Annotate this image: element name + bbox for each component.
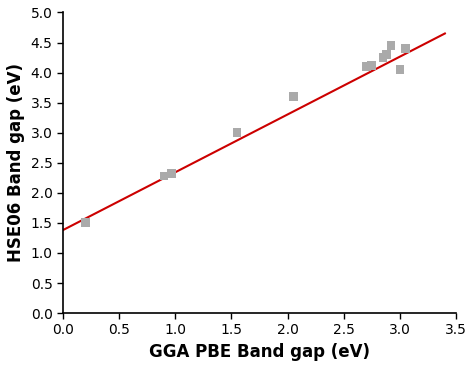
Point [168, 171, 176, 177]
Point [379, 54, 387, 60]
Point [233, 130, 241, 136]
Point [82, 220, 89, 226]
Point [383, 52, 390, 57]
Point [396, 67, 404, 72]
Point [402, 46, 410, 52]
Point [363, 64, 370, 70]
X-axis label: GGA PBE Band gap (eV): GGA PBE Band gap (eV) [149, 343, 370, 361]
Point [160, 173, 168, 179]
Point [387, 43, 395, 49]
Y-axis label: HSE06 Band gap (eV): HSE06 Band gap (eV) [7, 63, 25, 262]
Point [290, 94, 297, 100]
Point [368, 63, 376, 68]
